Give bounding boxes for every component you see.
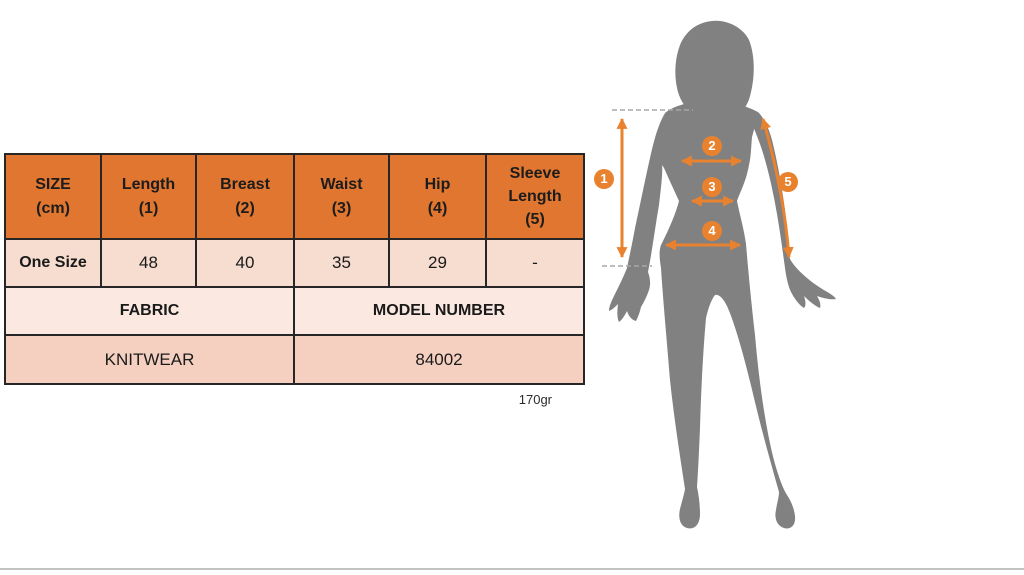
fabric-header-cell: FABRIC: [4, 286, 295, 336]
silhouette-head: [675, 20, 754, 119]
table-size-row: One Size 48 40 35 29 -: [4, 238, 585, 288]
table-info-header-row: FABRIC MODEL NUMBER: [4, 286, 585, 336]
sleeve-length-value-cell: -: [485, 238, 585, 288]
header-size: SIZE (cm): [4, 153, 102, 240]
table-header-row: SIZE (cm) Length (1) Breast (2) Waist (3…: [4, 153, 585, 240]
length-value-cell: 48: [100, 238, 197, 288]
hip-value-cell: 29: [388, 238, 487, 288]
header-sleeve-length: Sleeve Length (5): [485, 153, 585, 240]
sleeve-length-arrow: [760, 117, 794, 259]
bottom-divider: [0, 568, 1024, 570]
header-length: Length (1): [100, 153, 197, 240]
header-breast: Breast (2): [195, 153, 295, 240]
model-number-header-cell: MODEL NUMBER: [293, 286, 585, 336]
fabric-value-cell: KNITWEAR: [4, 334, 295, 385]
size-chart-table: SIZE (cm) Length (1) Breast (2) Waist (3…: [4, 153, 585, 385]
measurement-badge-5: 5: [778, 172, 798, 192]
header-waist: Waist (3): [293, 153, 390, 240]
silhouette-right-arm: [752, 112, 836, 308]
measurement-badge-2: 2: [702, 136, 722, 156]
measurement-badge-3: 3: [702, 177, 722, 197]
measurement-figure: [602, 20, 836, 529]
table-info-value-row: KNITWEAR 84002: [4, 334, 585, 385]
waist-value-cell: 35: [293, 238, 390, 288]
header-hip: Hip (4): [388, 153, 487, 240]
weight-note: 170gr: [518, 392, 552, 407]
breast-value-cell: 40: [195, 238, 295, 288]
measurement-badge-1: 1: [594, 169, 614, 189]
silhouette-left-arm: [609, 113, 665, 322]
size-name-cell: One Size: [4, 238, 102, 288]
model-number-value-cell: 84002: [293, 334, 585, 385]
measurement-badge-4: 4: [702, 221, 722, 241]
silhouette-body: [657, 101, 796, 529]
